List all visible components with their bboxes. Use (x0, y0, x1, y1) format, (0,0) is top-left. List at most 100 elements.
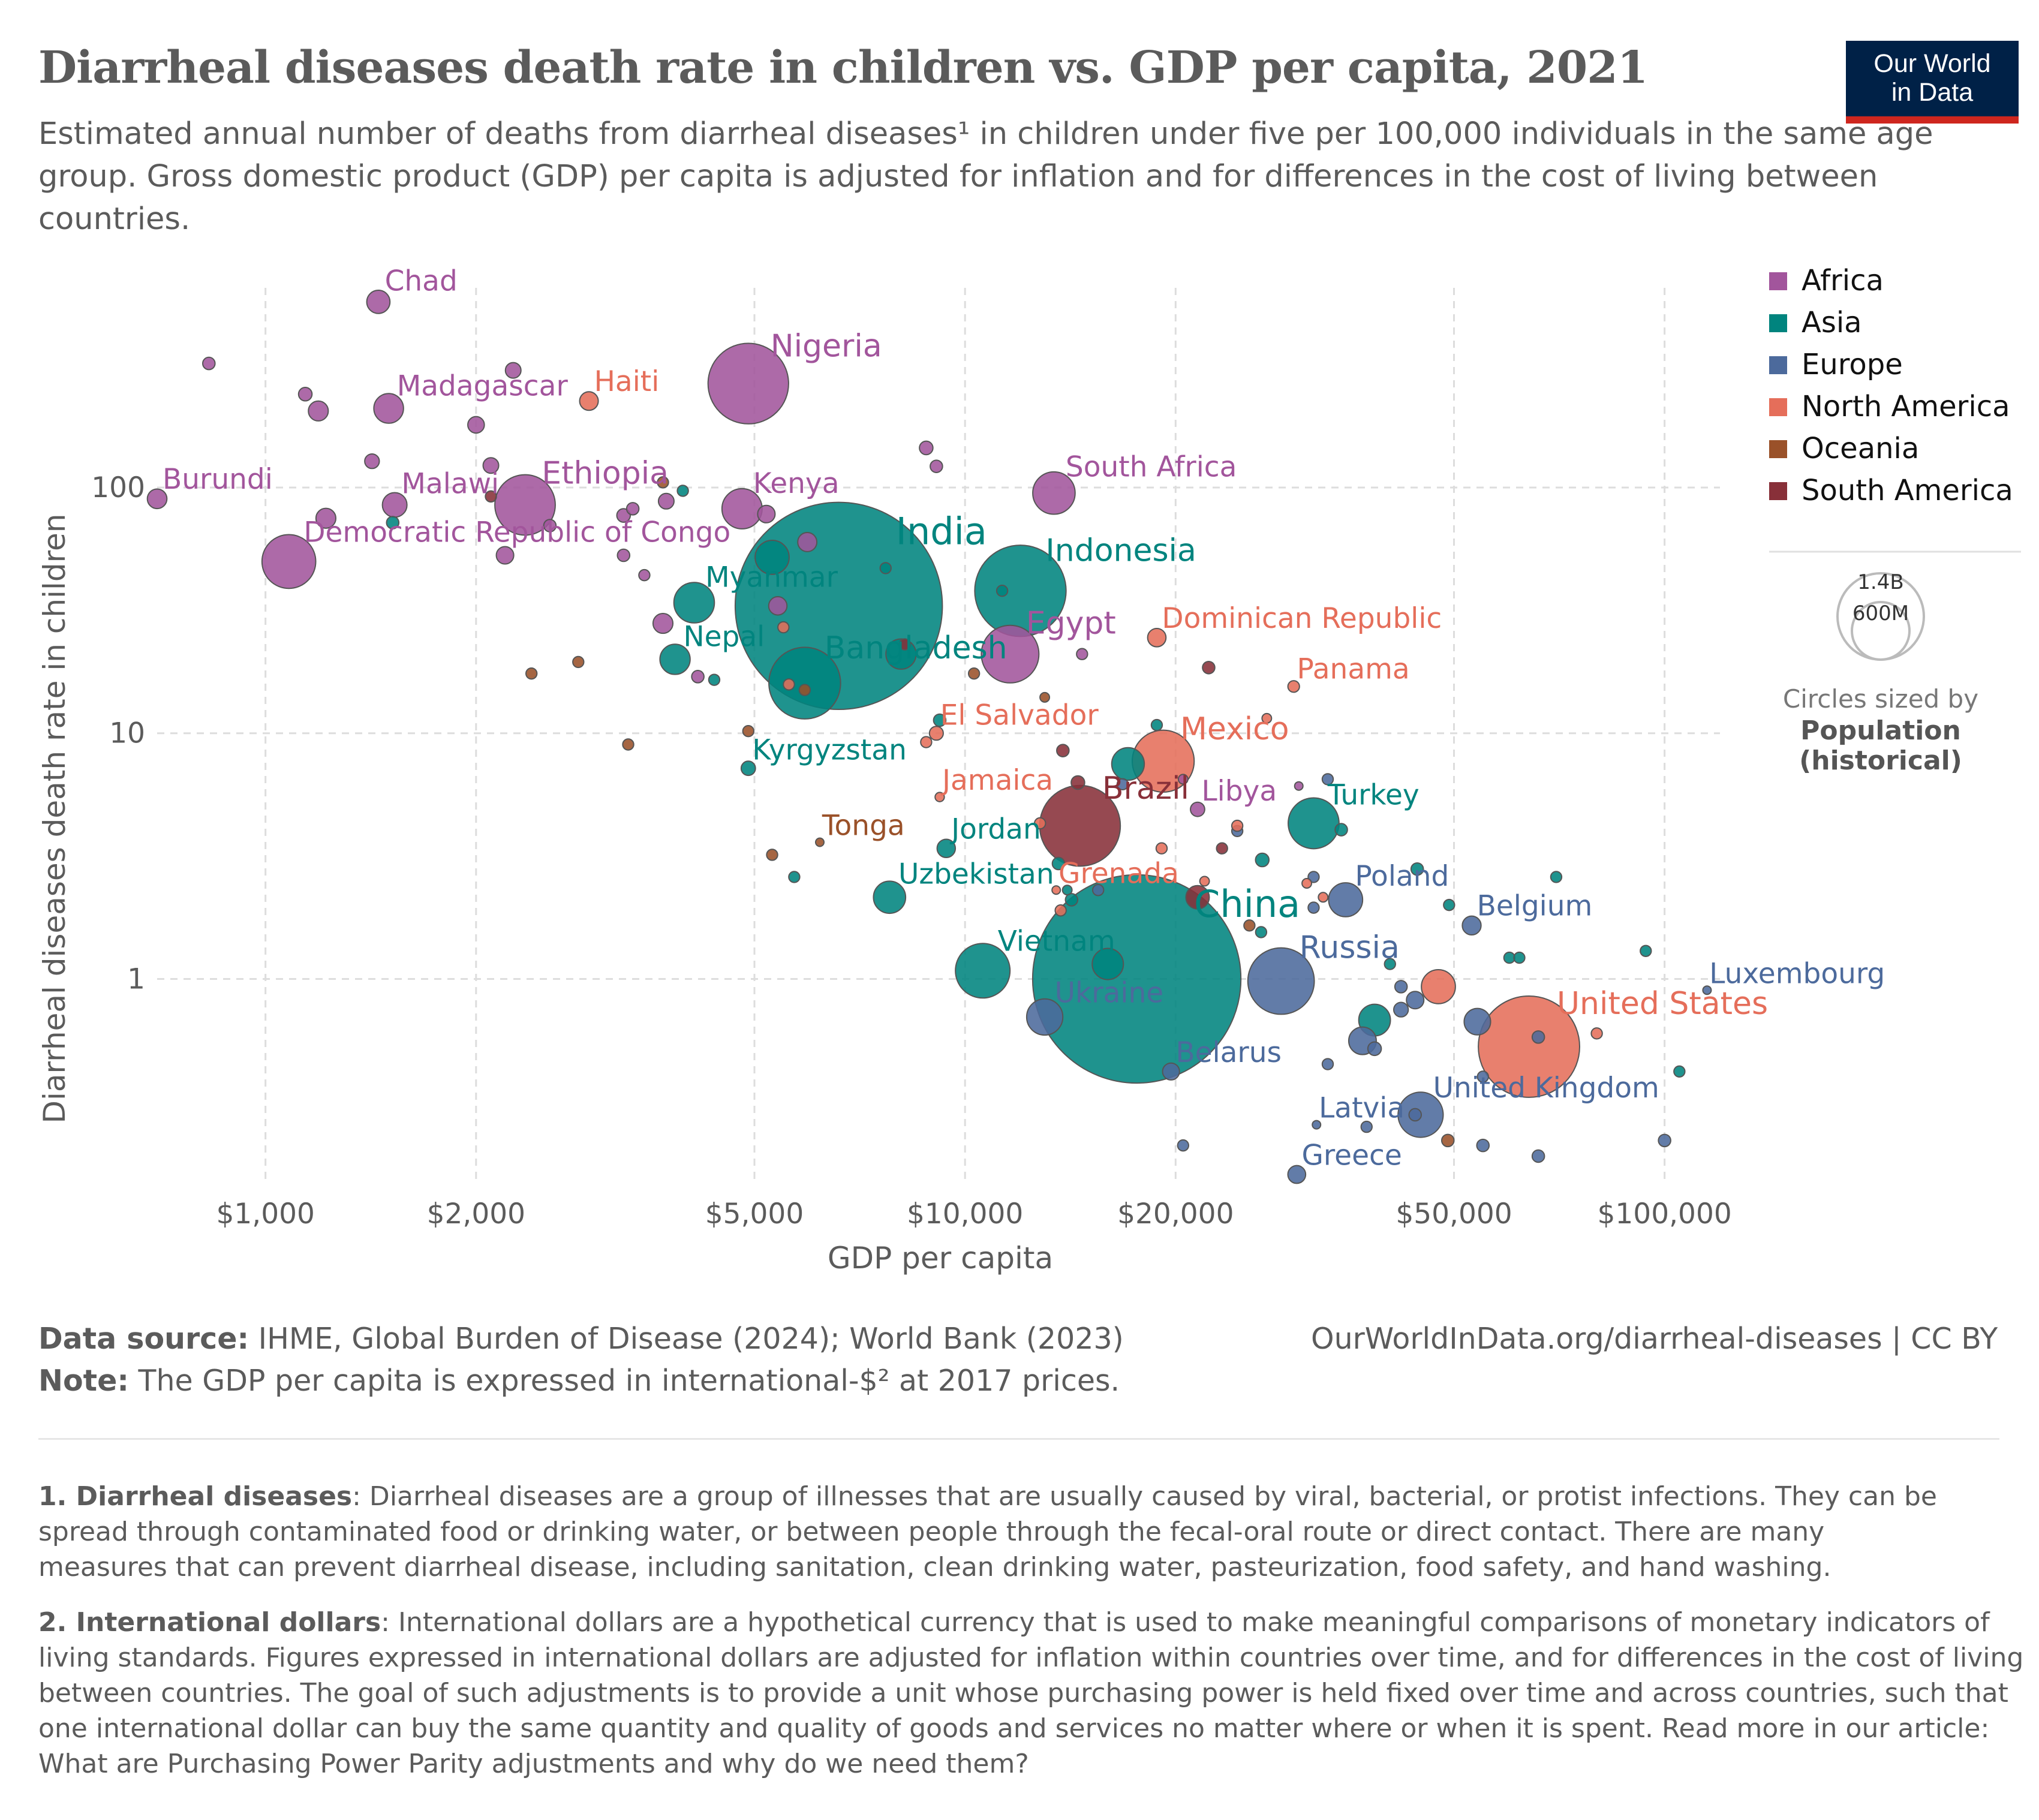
legend-label: Asia (1802, 306, 1862, 339)
data-point (1216, 842, 1228, 855)
data-point (742, 725, 754, 738)
owid-logo[interactable]: Our World in Data (1846, 41, 2019, 124)
data-point (1590, 1027, 1603, 1040)
data-point (1039, 691, 1051, 703)
data-point (1463, 1007, 1491, 1036)
data-point (1476, 1070, 1489, 1083)
data-point (1091, 884, 1105, 897)
legend-label: Africa (1802, 264, 1884, 297)
size-legend-value: 600M (1852, 601, 1909, 625)
data-point (754, 540, 790, 575)
data-point (1243, 919, 1256, 932)
point-label: Tonga (822, 810, 905, 843)
data-point (920, 736, 933, 748)
x-tick-label: $10,000 (907, 1198, 1023, 1231)
data-point (525, 667, 538, 680)
y-tick-label: 1 (127, 962, 145, 995)
x-tick-label: $100,000 (1598, 1198, 1732, 1231)
data-point (625, 502, 640, 516)
legend-label: Oceania (1802, 432, 1919, 465)
logo-line-1: Our World (1873, 49, 1991, 78)
point-label: Jordan (949, 813, 1041, 846)
data-point (1531, 1030, 1545, 1044)
data-point (1321, 773, 1334, 786)
source-url-link[interactable]: OurWorldInData.org/diarrheal-diseases | … (1311, 1322, 1998, 1356)
point-label: Ukraine (1055, 976, 1164, 1009)
data-point (981, 624, 1040, 684)
data-point (1051, 856, 1066, 871)
data-point (1056, 744, 1070, 757)
data-point (572, 655, 585, 669)
data-point (1155, 842, 1168, 855)
data-point (1202, 661, 1216, 675)
size-legend-circle (1851, 601, 1911, 661)
data-point (967, 667, 981, 680)
data-point (691, 670, 705, 684)
data-point (797, 532, 818, 552)
point-label: Uzbekistan (898, 858, 1054, 891)
data-point (1393, 1001, 1409, 1018)
scatter-chart: Chad Madagascar Haiti Nigeria Burundi Malawi E… (37, 264, 2021, 1275)
data-point (1034, 817, 1046, 830)
point-label: Democratic Republic of Congo (303, 516, 730, 549)
point-label: China (1194, 882, 1300, 926)
footnote-1-label: 1. Diarrheal diseases (38, 1481, 353, 1512)
point-label: Indonesia (1045, 533, 1196, 568)
point-label: Latvia (1319, 1092, 1405, 1125)
footnote-2-label: 2. International dollars (38, 1607, 381, 1638)
data-point (1476, 1138, 1490, 1153)
data-point (202, 356, 216, 371)
data-point (1032, 471, 1076, 515)
data-point (673, 582, 715, 624)
data-point (495, 546, 515, 565)
data-point (1076, 648, 1088, 660)
data-point (1307, 871, 1320, 883)
x-tick-label: $5,000 (705, 1198, 804, 1231)
point-label: United States (1557, 986, 1768, 1022)
data-point (494, 474, 556, 536)
data-point (657, 492, 675, 510)
point-label: El Salvador (940, 699, 1099, 732)
footnote-2-link[interactable]: What are Purchasing Power Parity adjustm… (38, 1749, 1029, 1779)
y-tick-label: 100 (91, 471, 145, 504)
data-point (936, 838, 957, 858)
data-point (1051, 885, 1061, 895)
data-point (579, 391, 599, 411)
data-point (768, 596, 788, 616)
point-label: Belarus (1175, 1036, 1282, 1069)
legend-swatch (1769, 356, 1787, 374)
data-point (740, 760, 756, 777)
data-point (1162, 1062, 1180, 1081)
point-label: Luxembourg (1709, 957, 1885, 990)
data-point (1255, 852, 1270, 868)
data-point (1531, 1149, 1545, 1163)
data-point (1658, 1133, 1671, 1148)
data-point (1360, 1120, 1373, 1133)
data-point (1421, 969, 1456, 1004)
size-legend: 1.4B 600M Circles sized byPopulation(histo… (1783, 570, 1978, 776)
data-point (757, 504, 776, 524)
note-label: Note: (38, 1364, 129, 1398)
data-point (1177, 774, 1189, 785)
data-point (777, 621, 790, 634)
data-point (146, 488, 168, 510)
data-point (1261, 712, 1273, 724)
point-label: Haiti (594, 365, 660, 398)
footer-source: Data source: IHME, Global Burden of Dise… (38, 1318, 1124, 1402)
footnote-1-line: spread through contaminated food or drin… (38, 1517, 1825, 1547)
point-label: Ethiopia (542, 455, 669, 491)
point-label: Turkey (1327, 779, 1420, 812)
point-label: Panama (1297, 652, 1410, 685)
size-legend-caption: Population (1800, 715, 1961, 746)
point-label: Brazil (1102, 771, 1189, 807)
data-point (467, 416, 485, 434)
point-label: Poland (1355, 860, 1449, 893)
data-point (814, 837, 825, 847)
data-point (1461, 915, 1482, 936)
legend-swatch (1769, 272, 1787, 290)
data-point (1328, 882, 1364, 917)
x-axis-ticks: $1,000 $2,000 $5,000 $10,000 $20,000 $50,000 $… (216, 1198, 1731, 1231)
data-point (933, 713, 947, 727)
data-point (1394, 980, 1408, 994)
footnote-2-line: one international dollar can buy the sam… (38, 1713, 1990, 1744)
